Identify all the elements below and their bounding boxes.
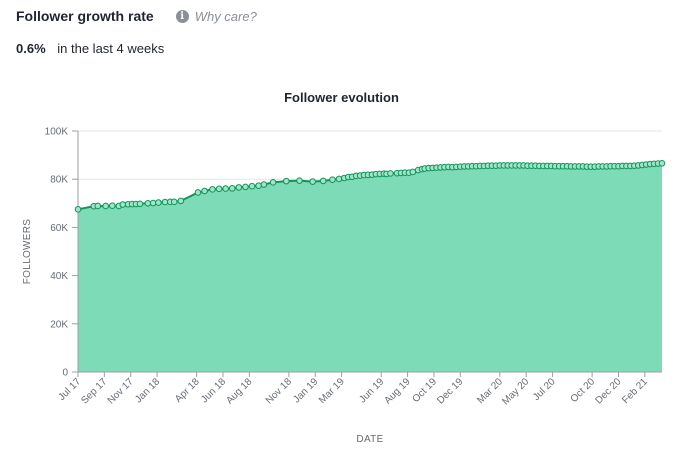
growth-rate-period: in the last 4 weeks [57, 41, 165, 56]
data-point [387, 170, 394, 177]
data-point [658, 159, 666, 167]
info-icon: i [175, 9, 189, 23]
y-tick-labels: 0 20K 40K 60K 80K 100K [45, 127, 69, 379]
data-point [329, 176, 336, 183]
data-point [161, 198, 169, 206]
chart-title: Follower evolution [284, 90, 399, 105]
x-tick-label: Nov 18 [264, 376, 294, 406]
data-point [335, 175, 343, 183]
data-point [119, 201, 127, 208]
x-tick-label: Jul 20 [531, 376, 558, 403]
data-point [282, 177, 290, 185]
x-tick-label: Mar 20 [475, 376, 505, 406]
y-tick-label: 80K [50, 175, 68, 186]
data-point [309, 178, 316, 185]
data-point [144, 200, 152, 207]
data-point [194, 189, 202, 196]
data-point [108, 202, 116, 210]
follower-area-fill [78, 163, 662, 372]
y-tick-label: 40K [50, 271, 68, 282]
growth-rate-summary: 0.6% in the last 4 weeks [16, 41, 164, 56]
chart-points [74, 159, 666, 213]
data-point [235, 184, 243, 191]
x-axis-title: DATE [356, 434, 383, 445]
why-care-label: Why care? [194, 8, 257, 24]
data-point [296, 177, 303, 184]
data-point [149, 199, 157, 207]
data-point [248, 182, 256, 190]
data-point [177, 197, 185, 205]
x-tick-label: Sep 17 [79, 376, 109, 406]
chart-axes [72, 130, 662, 377]
data-point [255, 182, 262, 190]
data-point [94, 202, 102, 210]
data-point [209, 186, 216, 193]
x-tick-label: Aug 18 [224, 376, 254, 406]
y-tick-label: 0 [62, 368, 68, 379]
x-tick-label: Oct 20 [569, 376, 598, 405]
x-tick-label: Dec 19 [435, 376, 465, 406]
x-tick-label: Dec 20 [593, 376, 623, 406]
growth-rate-value: 0.6% [16, 41, 46, 56]
x-tick-label: Apr 18 [173, 376, 202, 405]
y-tick-label: 20K [50, 319, 68, 330]
data-point [74, 206, 82, 213]
data-point [201, 187, 208, 195]
data-point [136, 200, 144, 208]
data-point [155, 199, 162, 206]
x-tick-label: Jan 19 [291, 376, 320, 405]
data-point [242, 183, 249, 191]
x-tick-label: May 20 [500, 376, 531, 407]
data-point [269, 179, 277, 186]
why-care-link[interactable]: i Why care? [175, 8, 257, 24]
y-axis-title: FOLLOWERS [22, 219, 33, 285]
chart-area-layer [77, 162, 663, 372]
x-tick-label: Aug 19 [382, 376, 412, 406]
x-tick-label: Feb 21 [620, 376, 650, 406]
x-tick-label: Mar 19 [317, 376, 347, 406]
header: Follower growth rate i Why care? [16, 8, 257, 24]
y-tick-label: 100K [45, 127, 69, 138]
section-title: Follower growth rate [16, 8, 154, 24]
y-tick-label: 60K [50, 223, 68, 234]
x-tick-label: Jun 18 [199, 376, 228, 405]
data-point [228, 185, 236, 192]
data-point [222, 185, 229, 192]
data-point [170, 198, 178, 206]
x-tick-label: Jan 18 [133, 376, 162, 405]
x-tick-label: Nov 17 [106, 376, 136, 406]
data-point [409, 168, 417, 176]
data-point [102, 202, 109, 210]
x-tick-label: Oct 19 [410, 376, 439, 405]
x-tick-label: Jun 19 [357, 376, 386, 405]
data-point [215, 185, 223, 193]
data-point [319, 177, 327, 185]
data-point [260, 181, 268, 188]
